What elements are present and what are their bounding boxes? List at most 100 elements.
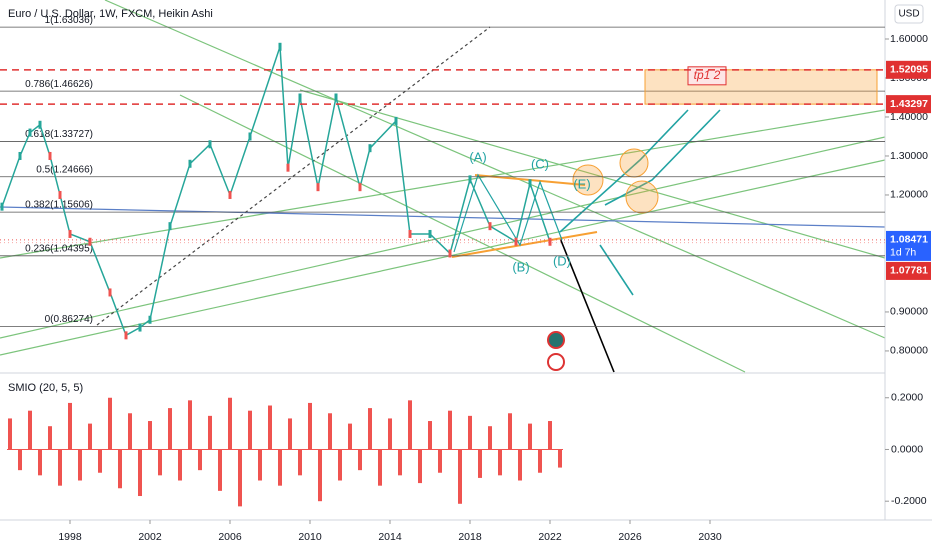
candle xyxy=(468,175,472,184)
alert-tag xyxy=(886,60,931,79)
oscillator-bar xyxy=(178,449,182,481)
oscillator-bar xyxy=(198,449,202,471)
candle xyxy=(148,315,152,324)
fib-label: 1(1.63036) xyxy=(45,15,93,26)
oscillator-bar xyxy=(388,418,392,450)
y-tick-label: 1.40000 xyxy=(890,111,928,123)
candle xyxy=(368,144,372,153)
oscillator-bar xyxy=(268,405,272,450)
oscillator-bar xyxy=(248,410,252,450)
circle xyxy=(572,164,604,196)
event-icon[interactable] xyxy=(547,353,565,371)
oscillator-bar xyxy=(398,449,402,476)
orange-line xyxy=(451,231,598,258)
oscillator-bar xyxy=(88,423,92,450)
wave-label: (B) xyxy=(512,259,529,274)
oscillator-bar xyxy=(188,400,192,450)
arrow xyxy=(559,109,689,233)
x-tick-label: 1998 xyxy=(58,531,82,543)
currency: USD xyxy=(898,9,919,20)
oscillator-bar xyxy=(368,408,372,450)
candle xyxy=(68,229,72,238)
arrow xyxy=(604,109,721,206)
candle xyxy=(138,323,142,332)
current-price-tag xyxy=(886,230,931,261)
trend-line xyxy=(0,109,886,259)
oscillator-bar xyxy=(328,413,332,450)
oscillator-bar xyxy=(238,449,242,507)
target-box xyxy=(644,69,878,105)
x-tick-label: 2014 xyxy=(378,531,402,543)
oscillator-bar xyxy=(538,449,542,473)
y-tick-label: 1.60000 xyxy=(890,33,928,45)
oscillator-bar xyxy=(458,449,462,504)
chart-title: Euro / U.S. Dollar, 1W, FXCM, Heikin Ash… xyxy=(8,8,213,20)
candle xyxy=(528,179,532,188)
candle xyxy=(18,151,22,160)
oscillator-bar xyxy=(448,410,452,450)
oscillator-bar xyxy=(78,449,82,481)
oscillator-bar xyxy=(258,449,262,481)
candle xyxy=(248,132,252,141)
candle xyxy=(58,190,62,199)
candle xyxy=(124,331,128,340)
candle xyxy=(514,237,518,246)
arrow xyxy=(599,244,634,296)
fib-label: 0.5(1.24666) xyxy=(36,164,93,175)
oscillator-bar xyxy=(508,413,512,450)
oscillator-bar xyxy=(98,449,102,473)
oscillator-bar xyxy=(498,449,502,476)
wave-label: (A) xyxy=(469,149,486,164)
oscillator-bar xyxy=(418,449,422,484)
event-icon[interactable] xyxy=(547,331,565,349)
fib-label: 0.236(1.04395) xyxy=(25,243,93,254)
oscillator-bar xyxy=(548,421,552,450)
y-tick-label: 0.2000 xyxy=(891,392,923,404)
candle xyxy=(548,237,552,246)
oscillator-bar xyxy=(378,449,382,486)
oscillator-bar xyxy=(468,415,472,450)
fib-label: 0.618(1.33727) xyxy=(25,129,93,140)
oscillator-bar xyxy=(518,449,522,481)
candle xyxy=(28,128,32,137)
candle xyxy=(394,116,398,125)
y-tick-label: 1.20000 xyxy=(890,189,928,201)
oscillator-bar xyxy=(148,421,152,450)
oscillator-bar xyxy=(478,449,482,478)
candle xyxy=(286,163,290,172)
wave-label: (E) xyxy=(573,176,590,191)
x-tick-label: 2022 xyxy=(538,531,562,543)
fib-label: 0.786(1.46626) xyxy=(25,79,93,90)
oscillator-bar xyxy=(8,418,12,450)
y-tick-label: 1.30000 xyxy=(890,150,928,162)
oscillator-bar xyxy=(168,408,172,450)
x-tick-label: 2006 xyxy=(218,531,242,543)
wave-label: (C) xyxy=(531,156,549,171)
candle xyxy=(228,190,232,199)
oscillator-bar xyxy=(408,400,412,450)
y-tick-label: -0.2000 xyxy=(891,495,927,507)
oscillator-bar xyxy=(428,421,432,450)
circle xyxy=(619,148,649,178)
oscillator-bar xyxy=(68,402,72,450)
wave-label: (D) xyxy=(553,253,571,268)
candle xyxy=(278,42,282,51)
oscillator-bar xyxy=(208,415,212,450)
oscillator-bar xyxy=(308,402,312,450)
candle xyxy=(358,183,362,192)
trend-line xyxy=(0,206,886,228)
x-tick-label: 2026 xyxy=(618,531,642,543)
alert-tag-label: 1.52095 xyxy=(890,64,928,76)
circle xyxy=(625,180,659,214)
trend-line xyxy=(104,0,886,339)
oscillator-bar xyxy=(118,449,122,489)
candle xyxy=(316,183,320,192)
projection-line xyxy=(559,237,615,373)
oscillator-bar xyxy=(438,449,442,473)
x-tick-label: 2018 xyxy=(458,531,482,543)
currency-box[interactable] xyxy=(894,4,924,24)
oscillator-bar xyxy=(108,397,112,450)
oscillator-bar xyxy=(138,449,142,497)
trend-line xyxy=(0,136,886,339)
